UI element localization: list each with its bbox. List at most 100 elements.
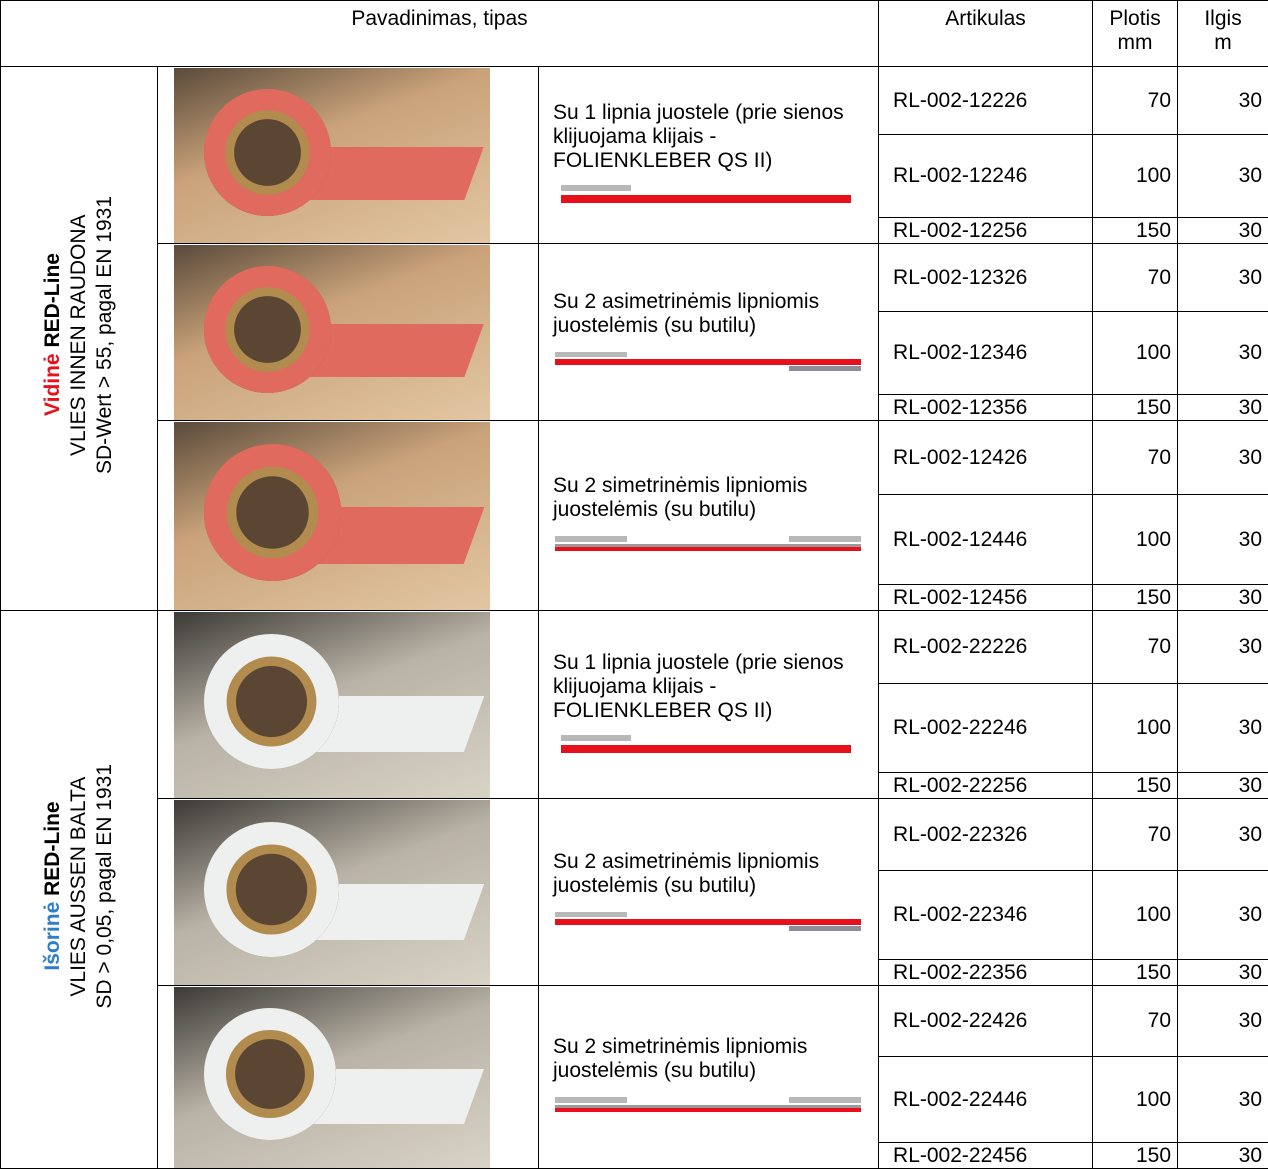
tape-diagram [553,181,863,209]
product-photo [174,422,490,610]
photo-cell [158,67,539,244]
length: 30 [1178,312,1268,395]
length: 30 [1178,421,1268,495]
header-cell: Artikulas [879,1,1093,67]
width: 150 [1093,1143,1178,1169]
photo-cell [158,611,539,799]
tape-part [555,1108,861,1112]
description: Su 2 simetrinėmis lipniomis juostelėmis … [553,1035,864,1083]
product-photo [174,245,490,420]
length: 30 [1178,395,1268,421]
article: RL-002-22246 [879,684,1093,773]
length: 30 [1178,611,1268,684]
tape-part [555,1105,861,1108]
article: RL-002-22426 [879,986,1093,1057]
roll [204,444,341,581]
width: 100 [1093,495,1178,585]
tape-part [555,547,861,551]
width: 70 [1093,244,1178,312]
width: 150 [1093,773,1178,799]
product-photo [174,987,490,1168]
roll [204,266,331,393]
tape-diagram [553,346,863,374]
length: 30 [1178,684,1268,773]
header-line: m [1178,31,1268,55]
article: RL-002-22256 [879,773,1093,799]
tape-part [561,185,631,191]
side-label-line: Vidinė RED-Line [40,196,66,474]
side-brand: RED-Line [41,254,64,349]
length: 30 [1178,871,1268,960]
side-prefix: Išorinė [41,902,64,971]
description-cell: Su 2 simetrinėmis lipniomis juostelėmis … [539,421,879,611]
length: 30 [1178,67,1268,135]
length: 30 [1178,986,1268,1057]
side-brand: RED-Line [41,802,64,897]
table-row: Su 2 simetrinėmis lipniomis juostelėmis … [1,986,1268,1057]
roll [204,1008,336,1140]
article: RL-002-22356 [879,960,1093,986]
width: 150 [1093,585,1178,611]
side-label-line: VLIES INNEN RAUDONA [66,196,92,474]
length: 30 [1178,495,1268,585]
photo-cell [158,421,539,611]
tape-part [555,544,861,547]
header-line: Ilgis [1178,7,1268,31]
side-label-line: SD > 0,05, pagal EN 1931 [92,764,118,1009]
length: 30 [1178,960,1268,986]
article: RL-002-22456 [879,1143,1093,1169]
tape-diagram [553,1091,863,1119]
width: 150 [1093,395,1178,421]
tape-part [555,536,627,542]
tape-part [555,1097,627,1103]
tape-part [561,735,631,741]
length: 30 [1178,773,1268,799]
header-cell: Pavadinimas, tipas [1,1,879,67]
tape-diagram [553,530,863,558]
description: Su 2 asimetrinėmis lipniomis juostelėmis… [553,290,864,338]
table-row: Su 2 asimetrinėmis lipniomis juostelėmis… [1,244,1268,312]
width: 100 [1093,135,1178,218]
side-label-line: VLIES AUSSEN BALTA [66,764,92,1009]
width: 100 [1093,312,1178,395]
description-cell: Su 1 lipnia juostele (prie sienos klijuo… [539,67,879,244]
product-photo [174,612,490,798]
product-photo [174,800,490,985]
photo-cell [158,986,539,1169]
roll [204,634,339,769]
article: RL-002-12356 [879,395,1093,421]
side-label-line: Išorinė RED-Line [40,764,66,1009]
article: RL-002-22446 [879,1057,1093,1143]
photo-cell [158,799,539,986]
description-cell: Su 1 lipnia juostele (prie sienos klijuo… [539,611,879,799]
roll [204,822,339,957]
tape-part [555,352,627,357]
width: 150 [1093,218,1178,244]
article: RL-002-12426 [879,421,1093,495]
photo-cell [158,244,539,421]
roll [204,89,331,216]
article: RL-002-12256 [879,218,1093,244]
length: 30 [1178,799,1268,871]
width: 70 [1093,67,1178,135]
width: 100 [1093,684,1178,773]
article: RL-002-12246 [879,135,1093,218]
length: 30 [1178,244,1268,312]
article: RL-002-12226 [879,67,1093,135]
description-cell: Su 2 simetrinėmis lipniomis juostelėmis … [539,986,879,1169]
description: Su 2 simetrinėmis lipniomis juostelėmis … [553,474,864,522]
width: 70 [1093,611,1178,684]
tape-diagram [553,906,863,934]
tape-part [561,745,851,753]
width: 70 [1093,421,1178,495]
